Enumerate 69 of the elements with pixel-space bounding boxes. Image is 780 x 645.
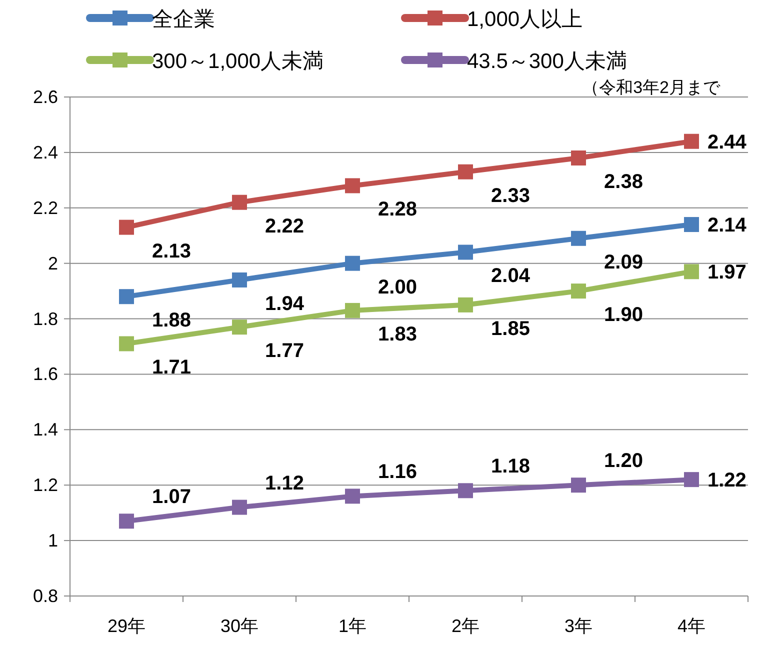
data-label: 1.07 (152, 486, 191, 508)
legend-label: 300～1,000人未満 (152, 50, 324, 73)
y-tick-label: 2.6 (32, 87, 58, 107)
point (345, 256, 360, 271)
data-label: 1.77 (265, 340, 304, 362)
data-label: 2.28 (378, 198, 417, 221)
y-tick-label: 1.6 (32, 364, 58, 384)
data-label: 1.22 (708, 470, 746, 492)
x-tick-label: 4年 (677, 616, 706, 636)
data-label: 2.13 (152, 240, 191, 262)
legend-label: 全企業 (152, 8, 215, 31)
point (571, 150, 586, 166)
y-tick-label: 1.2 (32, 475, 58, 496)
point (684, 472, 699, 488)
data-label: 1.83 (378, 323, 417, 346)
data-label: 2.44 (708, 131, 748, 154)
y-tick-label: 1.4 (32, 420, 58, 440)
data-label: 1.88 (152, 310, 191, 332)
data-label: 1.97 (708, 262, 746, 284)
point (345, 488, 360, 504)
point (232, 194, 247, 210)
point (458, 483, 473, 498)
point (119, 514, 134, 529)
data-label: 1.18 (491, 456, 530, 478)
data-label: 2.14 (708, 214, 748, 237)
data-label: 1.20 (604, 450, 643, 472)
x-tick-label: 2年 (451, 616, 480, 636)
data-label: 1.16 (378, 461, 417, 484)
point (119, 220, 134, 235)
point (684, 217, 699, 232)
y-tick-label: 2.4 (32, 142, 58, 162)
legend-label: 43.5～300人未満 (467, 50, 627, 73)
point (684, 264, 699, 280)
data-label: 1.71 (152, 356, 191, 379)
data-label: 1.94 (265, 292, 305, 315)
point (458, 164, 473, 180)
point (232, 320, 247, 335)
x-tick-label: 29年 (107, 616, 146, 636)
point (345, 302, 360, 318)
data-label: 1.12 (265, 472, 304, 494)
data-label: 2.33 (491, 184, 530, 207)
point (119, 289, 134, 304)
point (571, 284, 586, 299)
point (232, 272, 247, 288)
y-tick-label: 2.2 (32, 198, 58, 218)
point (345, 178, 360, 194)
x-tick-label: 3年 (564, 616, 593, 636)
data-label: 2.09 (604, 251, 643, 274)
y-tick-label: 0.8 (32, 586, 58, 606)
text: （令和3年2月まで (582, 78, 721, 97)
data-label: 2.38 (604, 170, 643, 193)
point (571, 478, 586, 493)
point (571, 230, 586, 246)
data-label: 2.00 (378, 276, 417, 298)
y-tick-label: 2 (48, 253, 58, 274)
point (684, 134, 699, 149)
point (119, 336, 134, 352)
data-label: 2.22 (265, 215, 304, 238)
point (458, 297, 473, 312)
point (232, 500, 247, 515)
x-tick-label: 30年 (220, 616, 259, 636)
data-label: 1.90 (604, 304, 643, 326)
data-label: 2.04 (491, 265, 531, 288)
data-label: 1.85 (491, 318, 530, 340)
legend-label: 1,000人以上 (467, 8, 583, 31)
y-tick-label: 1 (48, 530, 58, 551)
y-tick-label: 1.8 (32, 308, 58, 329)
point (458, 244, 473, 260)
x-tick-label: 1年 (338, 616, 367, 636)
